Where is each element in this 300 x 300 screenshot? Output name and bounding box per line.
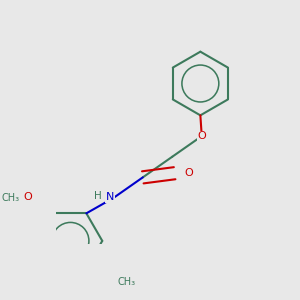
Text: CH₃: CH₃ (117, 277, 136, 287)
Text: H: H (94, 191, 102, 201)
Text: CH₃: CH₃ (1, 193, 19, 203)
Text: O: O (184, 168, 193, 178)
Text: O: O (24, 192, 33, 202)
Text: O: O (197, 131, 206, 141)
Text: N: N (106, 192, 114, 203)
